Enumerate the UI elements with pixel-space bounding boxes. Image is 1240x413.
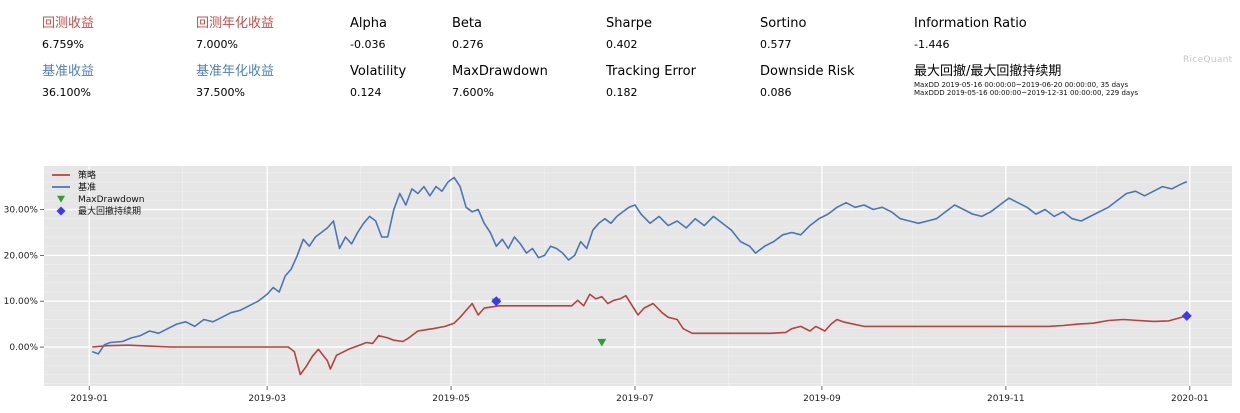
- x-tick-label: 2019-07: [616, 394, 654, 404]
- y-tick-label: 0.00%: [9, 343, 38, 353]
- brand-watermark: RiceQuant: [1183, 55, 1233, 65]
- metric-label: Volatility: [350, 64, 407, 79]
- metric-label: Downside Risk: [760, 64, 855, 79]
- metric-value: 0.276: [452, 38, 484, 51]
- metric-label: Sortino: [760, 16, 807, 31]
- metric-strategy-return: 回测收益 6.759%: [42, 16, 94, 52]
- legend-benchmark: 基准: [52, 181, 96, 193]
- legend-label: MaxDrawdown: [78, 195, 144, 205]
- legend-label: 最大回撤持续期: [78, 205, 141, 217]
- metric-value: 7.600%: [452, 86, 494, 99]
- metric-max-drawdown: MaxDrawdown 7.600%: [452, 64, 548, 100]
- legend-triangle-swatch: [57, 195, 65, 203]
- metric-information-ratio: Information Ratio -1.446: [914, 16, 1027, 52]
- x-tick-label: 2019-11: [987, 394, 1025, 404]
- metric-label: Sharpe: [606, 16, 653, 31]
- metric-value: 0.402: [606, 38, 638, 51]
- metric-value: 7.000%: [196, 38, 238, 51]
- legend-diamond-swatch: [56, 206, 66, 216]
- metric-value: -0.036: [350, 38, 386, 51]
- x-tick-label: 2020-01: [1171, 394, 1209, 404]
- metric-label: Alpha: [350, 16, 387, 31]
- x-tick-label: 2019-09: [803, 394, 841, 404]
- metric-tracking-error: Tracking Error 0.182: [606, 64, 696, 100]
- metric-label: Information Ratio: [914, 16, 1027, 31]
- metric-beta: Beta 0.276: [452, 16, 484, 52]
- metric-label: 回测年化收益: [196, 16, 275, 31]
- strategy-line: [92, 293, 1188, 376]
- metric-label: 基准收益: [42, 64, 95, 79]
- metric-label: MaxDrawdown: [452, 64, 548, 79]
- metric-max-drawdown-duration: 最大回撤/最大回撤持续期 MaxDD 2019-05-16 00:00:00~2…: [914, 64, 1138, 97]
- metric-volatility: Volatility 0.124: [350, 64, 406, 100]
- metric-label: 回测收益: [42, 16, 95, 31]
- legend-max-drawdown: MaxDrawdown: [57, 195, 144, 205]
- metric-value: 0.577: [760, 38, 792, 51]
- metric-benchmark-return: 基准收益 36.100%: [42, 64, 94, 100]
- x-tick-label: 2019-03: [248, 394, 286, 404]
- metric-label: 基准年化收益: [196, 64, 275, 79]
- metric-value: 37.500%: [196, 86, 245, 99]
- axes: 2019-01 2019-03 2019-05 2019-07 2019-09 2019-…: [4, 206, 1209, 404]
- x-tick-label: 2019-05: [432, 394, 470, 404]
- metric-downside-risk: Downside Risk 0.086: [760, 64, 855, 100]
- y-tick-label: 20.00%: [4, 251, 39, 261]
- legend-max-drawdown-duration: 最大回撤持续期: [56, 205, 141, 217]
- metric-benchmark-annual-return: 基准年化收益 37.500%: [196, 64, 274, 100]
- metric-sortino: Sortino 0.577: [760, 16, 806, 52]
- benchmark-line: [91, 176, 1188, 355]
- metric-alpha: Alpha -0.036: [350, 16, 387, 52]
- max-drawdown-marker: [597, 338, 607, 347]
- metric-sharpe: Sharpe 0.402: [606, 16, 652, 52]
- max-ddd-line: MaxDDD 2019-05-16 00:00:00~2019-12-31 00…: [914, 89, 1138, 97]
- series-lines: [91, 176, 1188, 376]
- max-drawdown-duration-marker: [1181, 310, 1192, 321]
- metric-label: 最大回撤/最大回撤持续期: [914, 64, 1062, 79]
- drawdown-detail: MaxDD 2019-05-16 00:00:00~2019-06-20 00:…: [914, 81, 1138, 97]
- metric-label: Beta: [452, 16, 482, 31]
- legend-label: 基准: [78, 181, 96, 193]
- legend-strategy: 策略: [52, 169, 96, 181]
- metric-value: -1.446: [914, 38, 950, 51]
- metric-label: Tracking Error: [606, 64, 696, 79]
- metric-value: 0.086: [760, 86, 792, 99]
- metric-value: 6.759%: [42, 38, 84, 51]
- y-tick-label: 10.00%: [4, 297, 39, 307]
- x-tick-label: 2019-01: [70, 394, 108, 404]
- max-drawdown-duration-marker: [491, 296, 502, 307]
- legend-label: 策略: [78, 169, 96, 181]
- metric-strategy-annual-return: 回测年化收益 7.000%: [196, 16, 274, 52]
- metric-value: 36.100%: [42, 86, 91, 99]
- y-tick-label: 30.00%: [4, 206, 39, 216]
- metric-value: 0.182: [606, 86, 638, 99]
- series-markers: [491, 296, 1192, 347]
- max-dd-line: MaxDD 2019-05-16 00:00:00~2019-06-20 00:…: [914, 81, 1129, 89]
- metric-value: 0.124: [350, 86, 382, 99]
- plot-area: [44, 166, 1232, 386]
